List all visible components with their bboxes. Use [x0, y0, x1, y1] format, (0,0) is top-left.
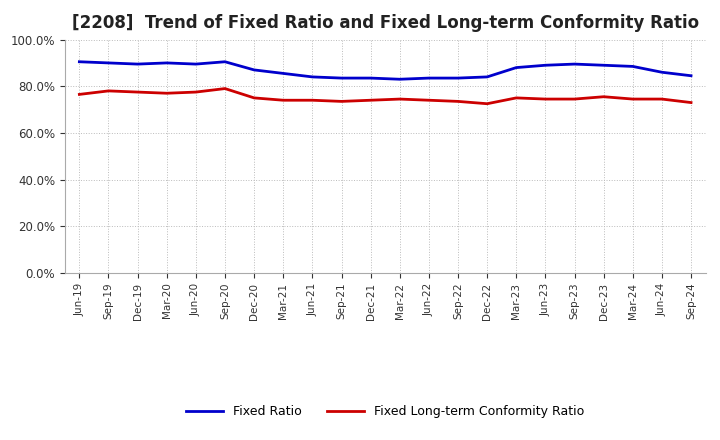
Fixed Ratio: [454, 75, 462, 81]
Fixed Long-term Conformity Ratio: [279, 98, 287, 103]
Fixed Ratio: [570, 62, 579, 67]
Fixed Ratio: [75, 59, 84, 64]
Fixed Long-term Conformity Ratio: [220, 86, 229, 91]
Fixed Long-term Conformity Ratio: [192, 89, 200, 95]
Fixed Long-term Conformity Ratio: [599, 94, 608, 99]
Fixed Ratio: [279, 71, 287, 76]
Legend: Fixed Ratio, Fixed Long-term Conformity Ratio: Fixed Ratio, Fixed Long-term Conformity …: [181, 400, 590, 423]
Fixed Long-term Conformity Ratio: [308, 98, 317, 103]
Fixed Ratio: [220, 59, 229, 64]
Fixed Long-term Conformity Ratio: [104, 88, 113, 94]
Fixed Ratio: [366, 75, 375, 81]
Fixed Long-term Conformity Ratio: [570, 96, 579, 102]
Fixed Long-term Conformity Ratio: [483, 101, 492, 106]
Line: Fixed Ratio: Fixed Ratio: [79, 62, 691, 79]
Fixed Ratio: [133, 62, 142, 67]
Fixed Ratio: [395, 77, 404, 82]
Fixed Long-term Conformity Ratio: [75, 92, 84, 97]
Fixed Long-term Conformity Ratio: [629, 96, 637, 102]
Fixed Long-term Conformity Ratio: [687, 100, 696, 105]
Fixed Ratio: [250, 67, 258, 73]
Fixed Ratio: [541, 62, 550, 68]
Title: [2208]  Trend of Fixed Ratio and Fixed Long-term Conformity Ratio: [2208] Trend of Fixed Ratio and Fixed Lo…: [71, 15, 699, 33]
Fixed Ratio: [629, 64, 637, 69]
Fixed Long-term Conformity Ratio: [133, 89, 142, 95]
Fixed Ratio: [192, 62, 200, 67]
Fixed Long-term Conformity Ratio: [337, 99, 346, 104]
Fixed Long-term Conformity Ratio: [425, 98, 433, 103]
Fixed Long-term Conformity Ratio: [454, 99, 462, 104]
Fixed Ratio: [308, 74, 317, 80]
Fixed Ratio: [599, 62, 608, 68]
Fixed Long-term Conformity Ratio: [512, 95, 521, 100]
Fixed Long-term Conformity Ratio: [541, 96, 550, 102]
Fixed Ratio: [657, 70, 666, 75]
Fixed Ratio: [337, 75, 346, 81]
Fixed Ratio: [687, 73, 696, 78]
Fixed Long-term Conformity Ratio: [163, 91, 171, 96]
Fixed Ratio: [483, 74, 492, 80]
Fixed Ratio: [104, 60, 113, 66]
Fixed Long-term Conformity Ratio: [366, 98, 375, 103]
Fixed Ratio: [512, 65, 521, 70]
Fixed Long-term Conformity Ratio: [395, 96, 404, 102]
Fixed Ratio: [425, 75, 433, 81]
Fixed Long-term Conformity Ratio: [250, 95, 258, 100]
Fixed Long-term Conformity Ratio: [657, 96, 666, 102]
Fixed Ratio: [163, 60, 171, 66]
Line: Fixed Long-term Conformity Ratio: Fixed Long-term Conformity Ratio: [79, 88, 691, 104]
